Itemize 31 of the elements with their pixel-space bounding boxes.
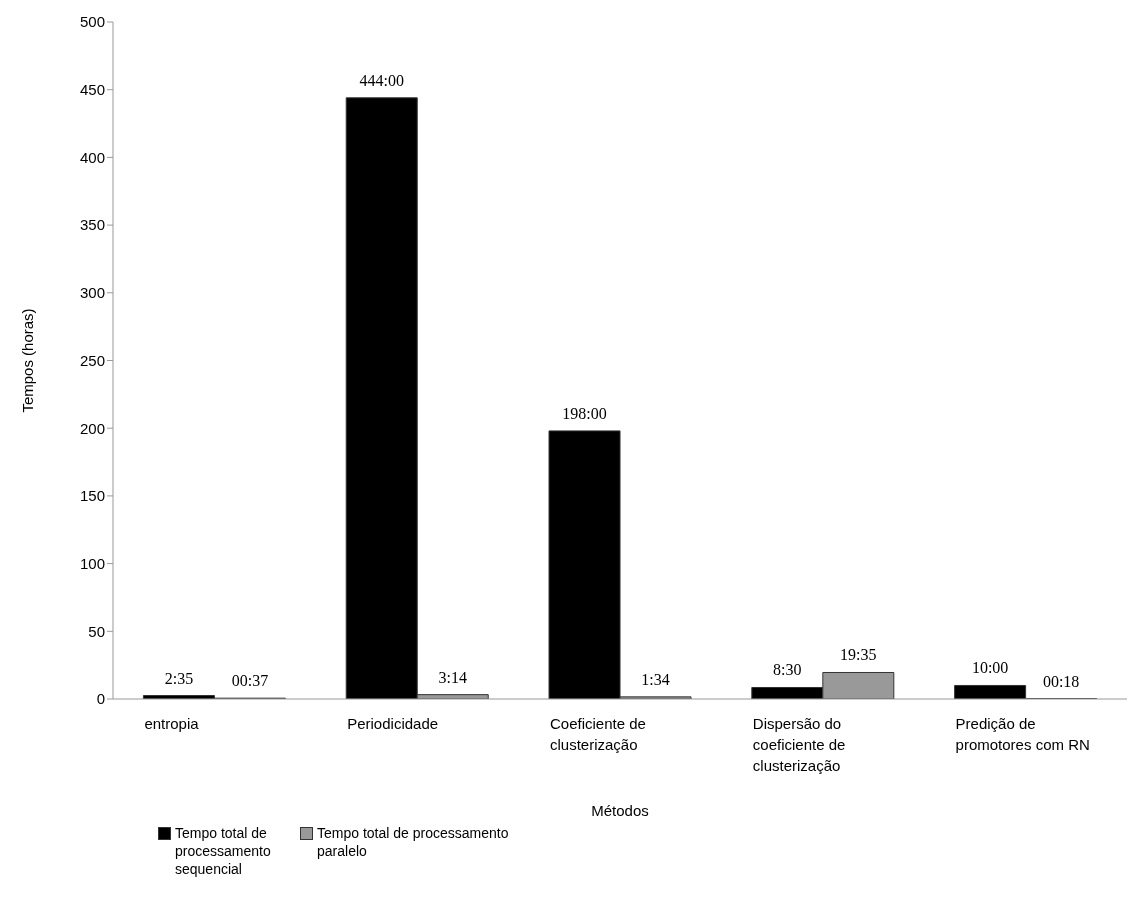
data-label: 10:00 (971, 659, 1009, 677)
y-tick-label: 200 (79, 419, 105, 437)
y-axis-title: Tempos (horas) (19, 308, 37, 413)
y-tick-label: 250 (79, 351, 105, 369)
data-label: 00:18 (1042, 672, 1080, 690)
legend-label: Tempo total de processamento sequencial (175, 824, 272, 878)
x-tick-label: Coeficiente de clusterização (550, 715, 646, 753)
y-tick-label: 500 (79, 13, 105, 31)
bar (954, 684, 1027, 699)
data-label: 8:30 (773, 661, 802, 679)
x-tick-label: Predição de promotores com RN (955, 715, 1090, 753)
data-label: 3:14 (438, 668, 467, 686)
y-tick-label: 150 (79, 487, 105, 505)
y-tick-label: 400 (79, 148, 105, 166)
y-tick-label: 50 (88, 622, 105, 640)
x-axis-title: Métodos (591, 802, 649, 819)
y-tick-label: 0 (96, 690, 105, 708)
y-tick-label: 300 (79, 284, 105, 302)
data-label: 00:37 (231, 672, 269, 690)
data-label: 198:00 (562, 404, 607, 422)
x-tick-label: Periodicidade (347, 715, 439, 732)
x-tick-label: entropia (144, 715, 200, 732)
data-label: 444:00 (359, 71, 404, 89)
y-tick-label: 450 (79, 81, 105, 99)
x-tick-label: Dispersão do coeficiente de clusterização (752, 715, 846, 774)
data-label: 1:34 (641, 670, 670, 688)
y-tick-label: 100 (79, 554, 105, 572)
data-label: 19:35 (840, 646, 877, 664)
legend-label: Tempo total de processamento paralelo (317, 824, 510, 860)
y-tick-label: 350 (79, 216, 105, 234)
data-label: 2:35 (164, 669, 194, 687)
